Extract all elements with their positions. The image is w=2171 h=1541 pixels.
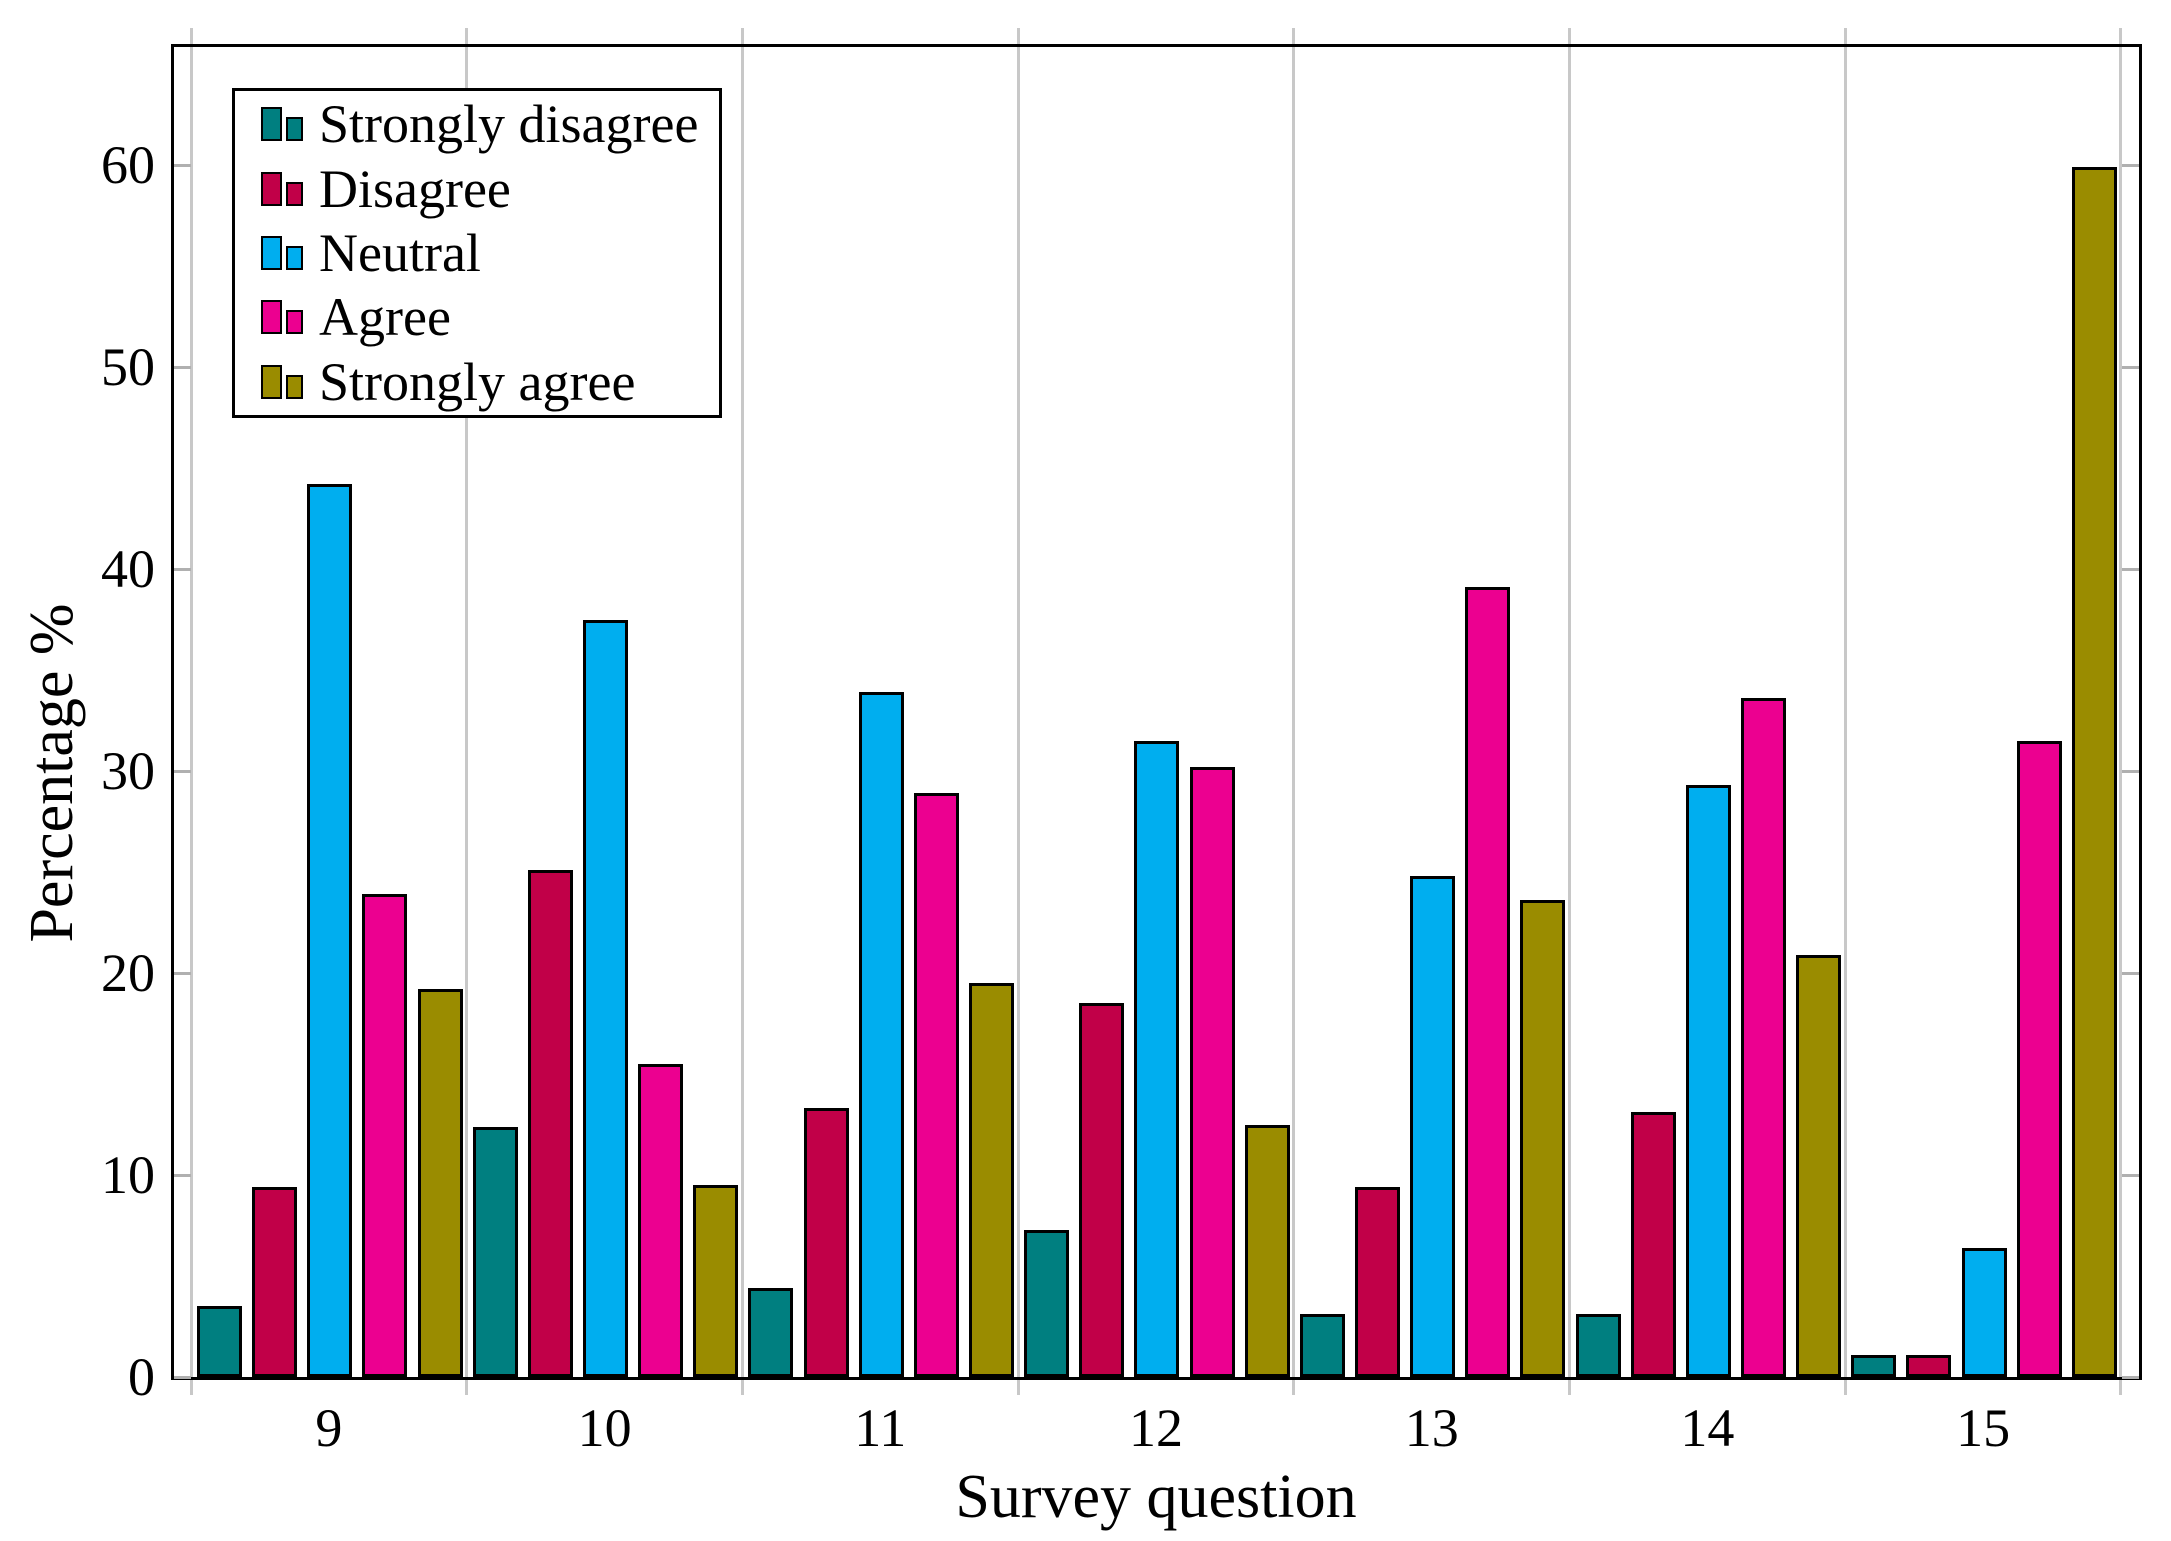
y-tick-label-30: 30 <box>101 741 155 801</box>
swatch-bar <box>286 245 303 270</box>
x-tick-label-13: 13 <box>1404 1398 1459 1458</box>
bar-q13-agree <box>1465 587 1511 1377</box>
swatch-bar <box>286 117 303 142</box>
swatch-bar <box>261 107 282 142</box>
bar-q15-agree <box>2016 740 2062 1377</box>
swatch-bar <box>286 310 303 335</box>
legend-label: Strongly disagree <box>319 94 699 155</box>
bar-q12-disagree <box>1079 1003 1125 1377</box>
y-tick-mark <box>2122 567 2139 571</box>
bar-q9-disagree <box>252 1187 298 1377</box>
group-gridline <box>2119 28 2123 1395</box>
bar-q13-neutral <box>1410 876 1456 1377</box>
bar-q11-strongly-agree <box>968 983 1014 1377</box>
bar-q12-neutral <box>1134 740 1180 1377</box>
bar-q15-disagree <box>1906 1354 1952 1377</box>
y-tick-mark <box>2122 769 2139 773</box>
strongly-agree-swatch-icon <box>261 364 309 399</box>
y-tick-mark <box>174 163 191 167</box>
legend-item-disagree: Disagree <box>261 158 719 220</box>
swatch-bar <box>286 374 303 399</box>
bar-q11-disagree <box>803 1108 849 1377</box>
bar-q10-strongly-agree <box>693 1185 739 1377</box>
x-tick-label-14: 14 <box>1680 1398 1735 1458</box>
x-tick-label-11: 11 <box>854 1398 907 1458</box>
y-tick-mark <box>2122 365 2139 369</box>
y-tick-mark <box>174 1173 191 1177</box>
bar-q13-strongly-disagree <box>1299 1314 1345 1377</box>
swatch-bar <box>261 171 282 206</box>
bar-q14-strongly-disagree <box>1575 1314 1621 1377</box>
bar-q10-agree <box>638 1063 684 1377</box>
bar-q9-agree <box>362 894 408 1377</box>
swatch-bar <box>261 300 282 335</box>
bar-q15-strongly-disagree <box>1851 1354 1897 1377</box>
group-gridline <box>1292 28 1296 1395</box>
bar-q10-strongly-disagree <box>472 1126 518 1377</box>
swatch-bar <box>261 235 282 270</box>
legend-item-strongly-disagree: Strongly disagree <box>261 93 719 155</box>
x-axis-label: Survey question <box>955 1463 1357 1531</box>
y-tick-label-20: 20 <box>101 943 155 1003</box>
y-tick-mark <box>174 365 191 369</box>
y-tick-label-60: 60 <box>101 135 155 195</box>
bar-q12-strongly-disagree <box>1024 1229 1070 1377</box>
neutral-swatch-icon <box>261 235 309 270</box>
group-gridline <box>740 28 744 1395</box>
swatch-bar <box>286 181 303 206</box>
legend-label: Agree <box>319 287 451 348</box>
y-tick-label-50: 50 <box>101 337 155 397</box>
bar-q11-neutral <box>858 692 904 1377</box>
bar-q11-agree <box>913 793 959 1377</box>
y-tick-label-10: 10 <box>101 1145 155 1205</box>
y-tick-mark <box>174 769 191 773</box>
x-tick-label-10: 10 <box>577 1398 632 1458</box>
agree-swatch-icon <box>261 300 309 335</box>
legend-label: Strongly agree <box>319 351 636 412</box>
y-tick-label-0: 0 <box>128 1347 155 1407</box>
y-tick-mark <box>174 971 191 975</box>
legend-label: Disagree <box>319 158 511 219</box>
y-tick-label-40: 40 <box>101 539 155 599</box>
bar-q15-neutral <box>1961 1247 2007 1377</box>
bar-q14-neutral <box>1685 785 1731 1377</box>
group-gridline <box>1843 28 1847 1395</box>
bar-q14-strongly-agree <box>1796 954 1842 1377</box>
swatch-bar <box>261 364 282 399</box>
bar-q14-disagree <box>1630 1112 1676 1377</box>
x-tick-label-9: 9 <box>315 1398 343 1458</box>
bar-q9-strongly-agree <box>417 989 463 1377</box>
y-tick-mark <box>174 1375 191 1379</box>
bar-q15-strongly-agree <box>2071 167 2117 1377</box>
x-tick-label-15: 15 <box>1956 1398 2011 1458</box>
bar-q10-disagree <box>527 869 573 1377</box>
bar-q13-strongly-agree <box>1520 900 1566 1377</box>
bar-q10-neutral <box>582 619 628 1377</box>
y-tick-mark <box>2122 1375 2139 1379</box>
group-gridline <box>1568 28 1572 1395</box>
x-tick-label-12: 12 <box>1128 1398 1183 1458</box>
y-tick-mark <box>2122 971 2139 975</box>
bar-q14-agree <box>1740 698 1786 1377</box>
bar-q11-strongly-disagree <box>748 1288 794 1377</box>
bar-q9-strongly-disagree <box>197 1306 242 1377</box>
y-tick-mark <box>174 567 191 571</box>
group-gridline <box>1016 28 1020 1395</box>
y-tick-mark <box>2122 1173 2139 1177</box>
legend: Strongly disagree Disagree Neutral Agree Str… <box>232 88 722 418</box>
group-gridline <box>189 28 193 1395</box>
legend-item-agree: Agree <box>261 286 719 348</box>
bar-q12-agree <box>1189 766 1235 1377</box>
legend-item-neutral: Neutral <box>261 222 719 284</box>
group-gridline <box>465 28 469 1395</box>
bar-q9-neutral <box>307 484 353 1377</box>
bar-q13-disagree <box>1354 1187 1400 1377</box>
legend-item-strongly-agree: Strongly agree <box>261 351 719 413</box>
y-tick-mark <box>2122 163 2139 167</box>
legend-label: Neutral <box>319 222 481 283</box>
bar-q12-strongly-agree <box>1244 1124 1290 1377</box>
strongly-disagree-swatch-icon <box>261 107 309 142</box>
disagree-swatch-icon <box>261 171 309 206</box>
